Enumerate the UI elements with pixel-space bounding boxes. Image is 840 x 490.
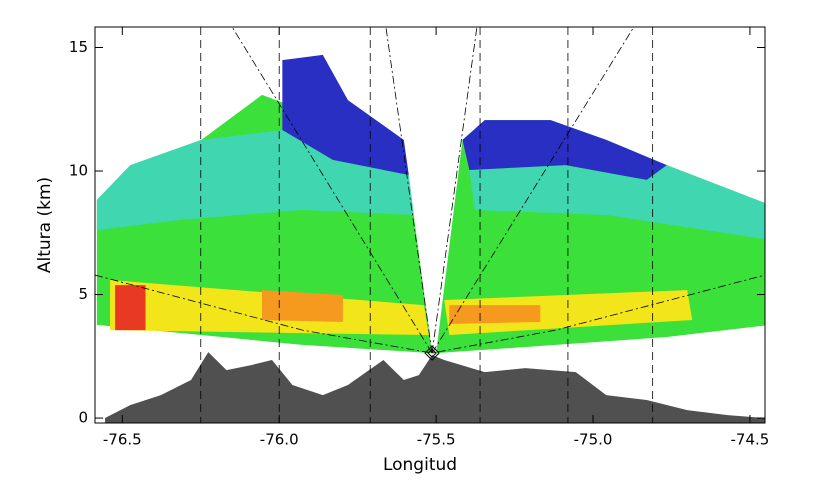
echo-region — [115, 285, 146, 331]
echo-region — [96, 130, 414, 231]
beam-line — [385, 27, 433, 354]
terrain — [105, 352, 765, 423]
x-tick-label: -75.0 — [574, 431, 613, 449]
y-tick-label: 0 — [78, 409, 88, 427]
echo-region — [261, 290, 343, 322]
x-tick-label: -75.5 — [417, 431, 456, 449]
y-axis-label: Altura (km) — [35, 177, 55, 273]
beam-line — [95, 274, 765, 354]
x-tick-label: -76.5 — [103, 431, 142, 449]
beam-line — [431, 27, 478, 354]
y-tick-label: 5 — [78, 285, 88, 303]
axes-frame — [94, 26, 766, 424]
radar-marker — [427, 348, 437, 358]
radar-marker — [424, 345, 440, 361]
x-tick-label: -74.5 — [731, 431, 770, 449]
x-tick-label: -76.0 — [260, 431, 299, 449]
echo-region — [449, 305, 541, 324]
y-tick-label: 15 — [69, 38, 88, 56]
plot-area — [95, 27, 765, 423]
y-tick-label: 10 — [69, 162, 88, 180]
echo-region — [469, 165, 765, 240]
echo-region — [462, 120, 667, 180]
echo-region — [444, 290, 693, 336]
x-axis-label: Longitud — [383, 455, 457, 475]
echo-region — [282, 54, 409, 175]
